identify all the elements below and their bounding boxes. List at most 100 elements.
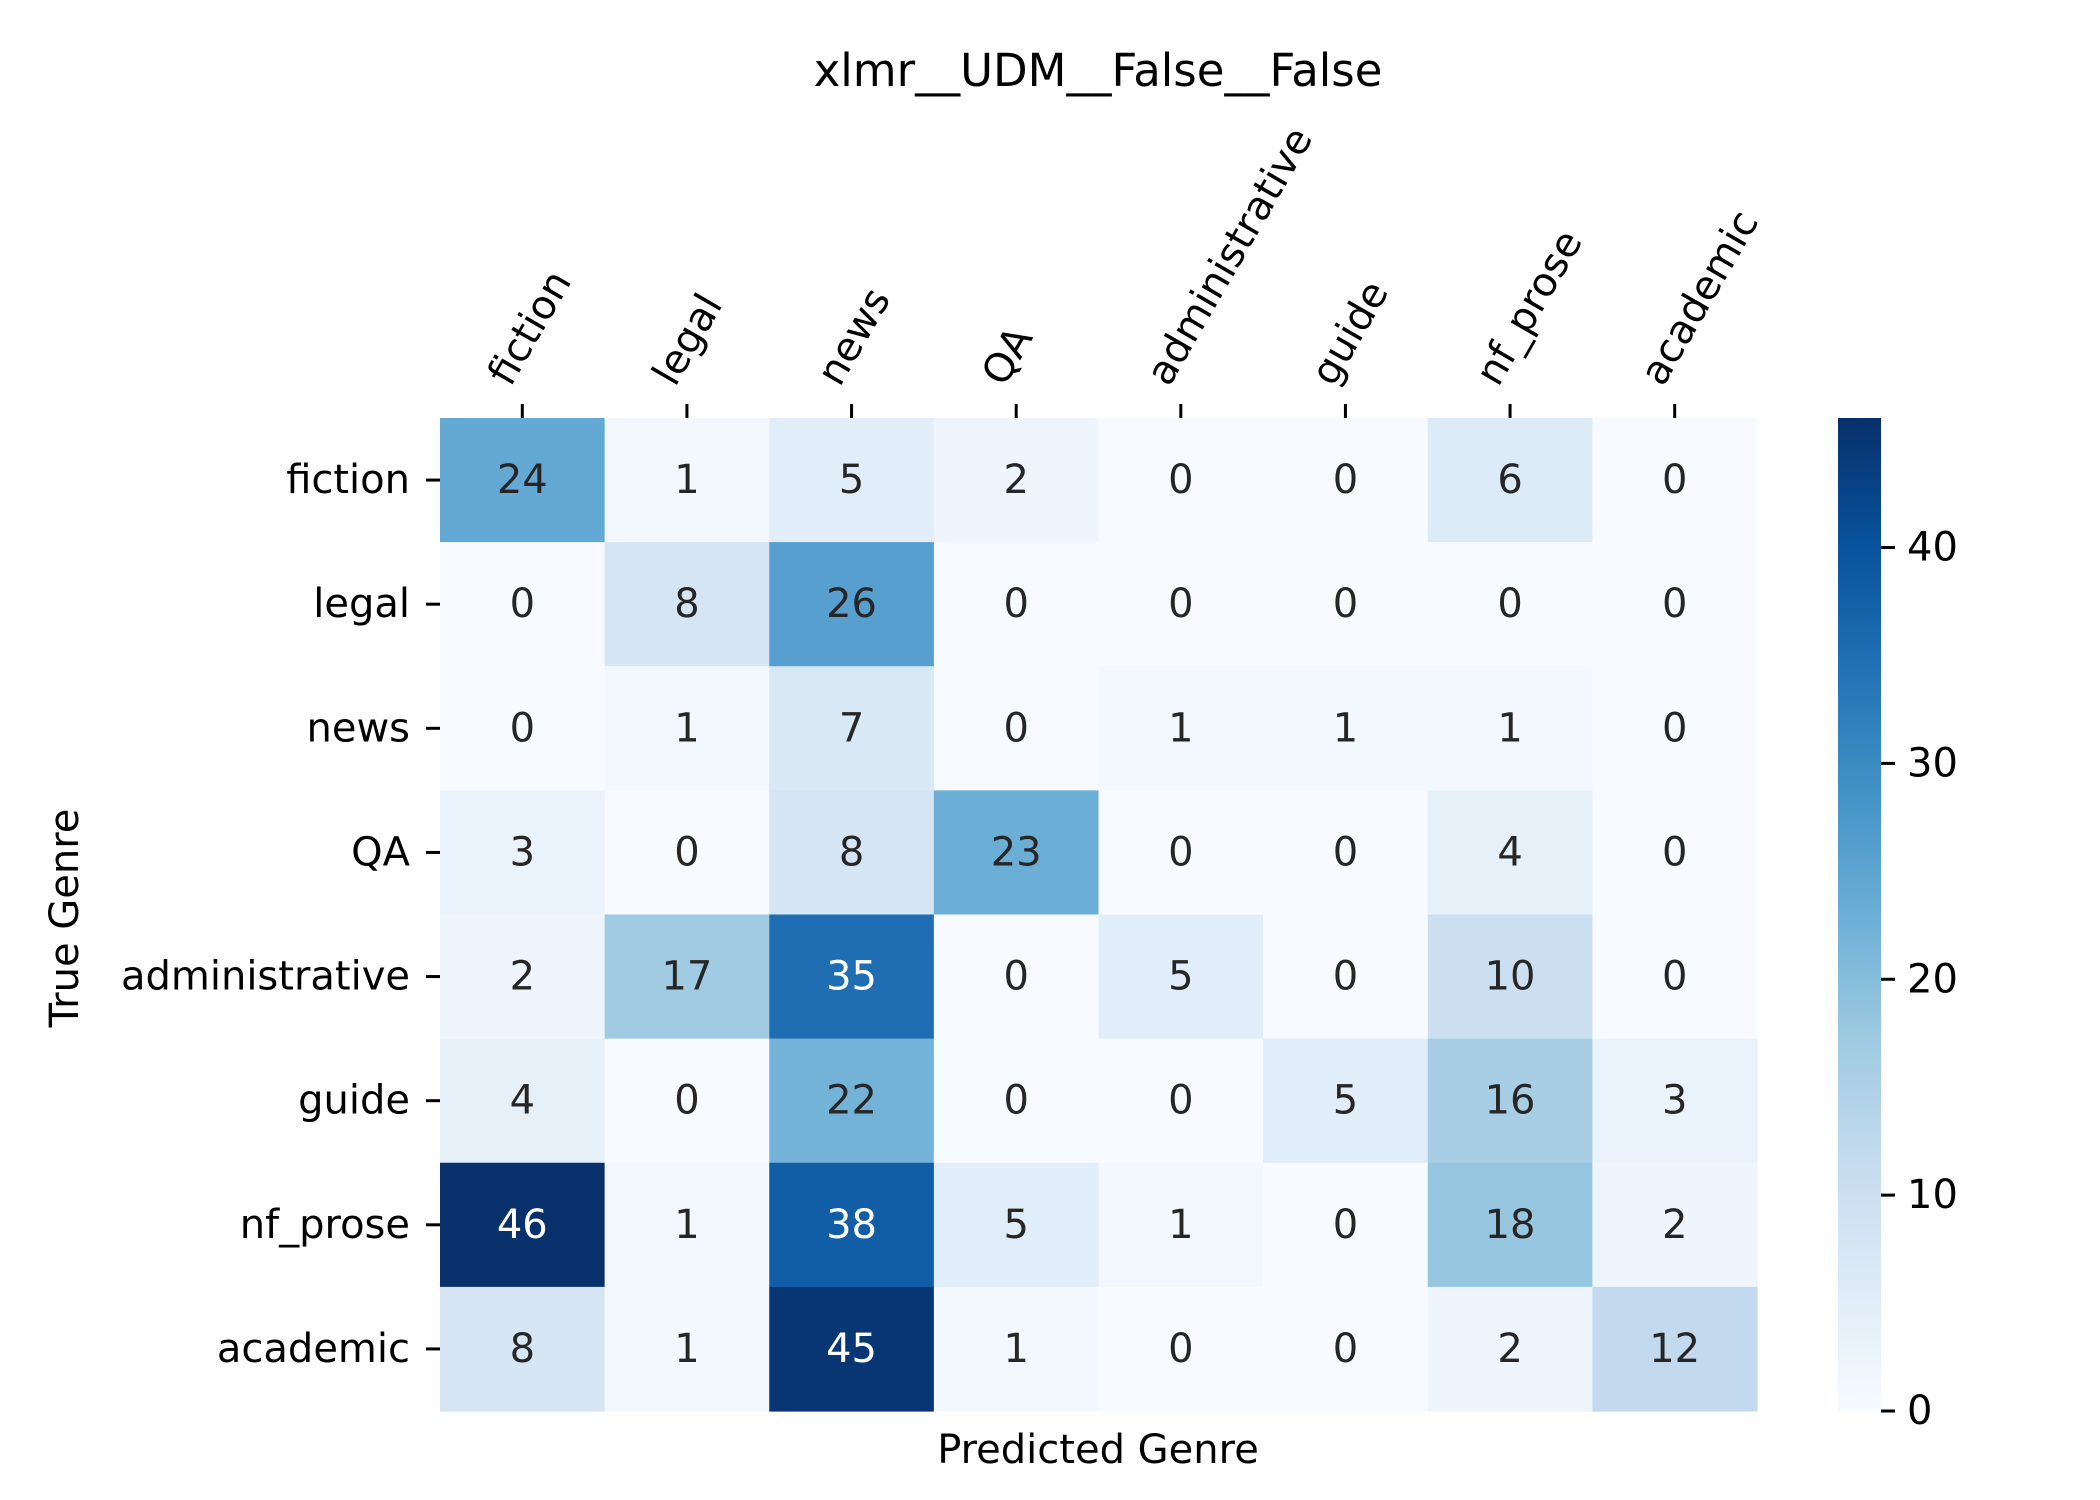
heatmap-cell <box>769 1038 935 1164</box>
x-tick-label: news <box>808 280 900 393</box>
heatmap-cell <box>440 790 606 916</box>
colorbar-tick-label: 40 <box>1907 525 1958 571</box>
heatmap-cell <box>933 418 1100 543</box>
x-tick-label: nf_prose <box>1467 223 1592 393</box>
cell-value-label: 0 <box>1662 581 1687 627</box>
cell-value-label: 8 <box>839 829 864 875</box>
x-tick-label: legal <box>644 286 732 393</box>
y-axis-label: True Genre <box>42 809 88 1029</box>
cell-value-label: 0 <box>1662 829 1687 875</box>
heatmap-cell-labels: 24 1 5 2 0 0 6 00 8 26 0 0 0 0 00 1 7 0 1 1 1 03 0 8 23 0 0 4 02 17 35… <box>497 457 1700 1372</box>
heatmap-cell <box>1592 1038 1758 1164</box>
x-tick-label: fiction <box>479 263 581 393</box>
heatmap-cell <box>1098 1162 1264 1288</box>
heatmap-cell <box>933 1162 1100 1288</box>
y-tick-label: fiction <box>286 457 410 503</box>
cell-value-label: 22 <box>826 1078 877 1124</box>
chart-title: xlmr__UDM__False__False <box>814 44 1383 97</box>
cell-value-label: 0 <box>1333 1202 1358 1248</box>
heatmap-cell <box>769 542 935 667</box>
y-tick-label: legal <box>313 581 410 627</box>
y-tick-label: nf_prose <box>240 1202 410 1248</box>
cell-value-label: 2 <box>1003 457 1028 503</box>
y-tick-label: guide <box>298 1078 410 1124</box>
heatmap-cell <box>933 542 1100 667</box>
cell-value-label: 8 <box>510 1326 535 1372</box>
cell-value-label: 1 <box>674 457 699 503</box>
heatmap-cell <box>769 666 935 791</box>
cell-value-label: 0 <box>674 829 699 875</box>
heatmap-cell <box>1427 1162 1593 1288</box>
heatmap-cell <box>604 666 770 791</box>
heatmap-cell <box>933 666 1100 791</box>
heatmap-cell <box>1263 1038 1429 1164</box>
cell-value-label: 2 <box>510 954 535 1000</box>
cell-value-label: 1 <box>1003 1326 1028 1372</box>
cell-value-label: 0 <box>1168 457 1193 503</box>
heatmap-cell <box>1263 1286 1429 1412</box>
heatmap-cell <box>604 1162 770 1288</box>
cell-value-label: 5 <box>1168 954 1193 1000</box>
cell-value-label: 16 <box>1485 1078 1536 1124</box>
heatmap-cell <box>933 914 1100 1040</box>
heatmap-cell <box>440 666 606 791</box>
heatmap-cell <box>933 1286 1100 1412</box>
heatmap-cell <box>440 542 606 667</box>
cell-value-label: 7 <box>839 705 864 751</box>
heatmap-cell <box>604 418 770 543</box>
heatmap-cell <box>769 1286 935 1412</box>
cell-value-label: 0 <box>1003 581 1028 627</box>
heatmap-cell <box>1263 914 1429 1040</box>
cell-value-label: 1 <box>1168 1202 1193 1248</box>
cell-value-label: 0 <box>1333 954 1358 1000</box>
cell-value-label: 17 <box>661 954 712 1000</box>
x-axis-label: Predicted Genre <box>937 1427 1259 1473</box>
cell-value-label: 0 <box>1168 829 1193 875</box>
y-tick-label: administrative <box>121 954 410 1000</box>
heatmap-cell <box>1592 790 1758 916</box>
heatmap-cell <box>933 790 1100 916</box>
heatmap-cell <box>1263 418 1429 543</box>
heatmap-cell <box>769 418 935 543</box>
cell-value-label: 1 <box>674 1202 699 1248</box>
cell-value-label: 5 <box>1333 1078 1358 1124</box>
cell-value-label: 5 <box>1003 1202 1028 1248</box>
heatmap-cell <box>1592 542 1758 667</box>
cell-value-label: 0 <box>510 581 535 627</box>
heatmap-cell <box>769 1162 935 1288</box>
heatmap-cell <box>1427 418 1593 543</box>
heatmap-cell <box>1427 914 1593 1040</box>
cell-value-label: 0 <box>1168 1078 1193 1124</box>
cell-value-label: 0 <box>1168 1326 1193 1372</box>
cell-value-label: 35 <box>826 954 877 1000</box>
heatmap-cell <box>1427 790 1593 916</box>
cell-value-label: 2 <box>1497 1326 1522 1372</box>
cell-value-label: 0 <box>1662 457 1687 503</box>
colorbar-tick-label: 30 <box>1907 740 1958 786</box>
x-tick-label: academic <box>1632 203 1768 393</box>
heatmap-cell <box>1592 914 1758 1040</box>
cell-value-label: 10 <box>1485 954 1536 1000</box>
cell-value-label: 0 <box>510 705 535 751</box>
cell-value-label: 3 <box>510 829 535 875</box>
y-tick-label: academic <box>217 1326 410 1372</box>
heatmap-cell <box>1098 790 1264 916</box>
cell-value-label: 4 <box>510 1078 535 1124</box>
cell-value-label: 4 <box>1497 829 1522 875</box>
cell-value-label: 18 <box>1485 1202 1536 1248</box>
cell-value-label: 0 <box>1333 829 1358 875</box>
cell-value-label: 2 <box>1662 1202 1687 1248</box>
cell-value-label: 38 <box>826 1202 877 1248</box>
cell-value-label: 23 <box>991 829 1042 875</box>
heatmap-cell <box>1098 666 1264 791</box>
cell-value-label: 0 <box>674 1078 699 1124</box>
heatmap-cell <box>440 1286 606 1412</box>
colorbar-tick-label: 20 <box>1907 956 1958 1002</box>
colorbar-ticks: 0 10 20 30 40 <box>1881 525 1958 1434</box>
heatmap-cell <box>604 542 770 667</box>
heatmap-cell <box>1263 542 1429 667</box>
heatmap-cell <box>1592 418 1758 543</box>
cell-value-label: 0 <box>1333 457 1358 503</box>
